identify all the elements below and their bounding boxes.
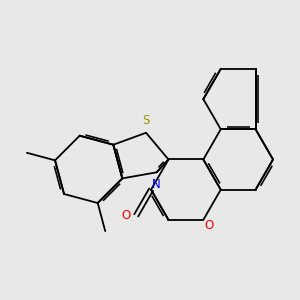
Text: S: S [142, 114, 150, 127]
Text: N: N [152, 178, 161, 191]
Text: O: O [205, 219, 214, 232]
Text: O: O [121, 209, 130, 222]
